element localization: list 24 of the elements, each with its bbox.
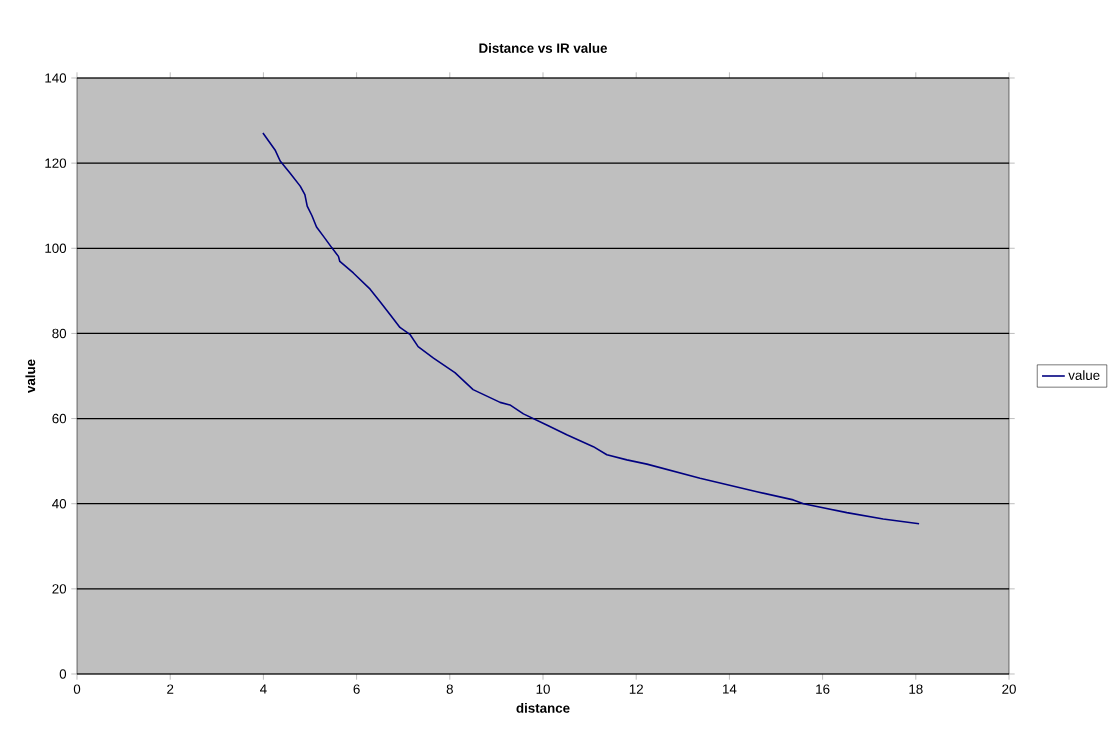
x-tick-label: 16: [816, 684, 830, 694]
y-tick-label: 140: [45, 73, 67, 83]
y-axis-title: value: [25, 359, 36, 393]
y-tick-label: 60: [52, 413, 67, 424]
line-series: [262, 132, 920, 525]
x-tick-label: 0: [73, 684, 81, 694]
x-tick-label: 14: [723, 684, 737, 694]
x-tick-label: 20: [1002, 684, 1016, 694]
x-tick-label: 4: [260, 684, 267, 694]
x-tick-label: 6: [353, 684, 360, 694]
x-tick-label: 2: [167, 684, 174, 694]
y-tick-label: 80: [52, 328, 67, 339]
y-tick-label: 20: [52, 584, 67, 594]
y-tick-label: 100: [45, 243, 67, 253]
x-tick-label: 8: [446, 684, 453, 694]
y-tick-label: 120: [45, 158, 67, 168]
x-axis-title: distance: [516, 703, 570, 713]
legend-label: value: [1068, 370, 1100, 380]
y-tick-label: 0: [59, 669, 67, 679]
chart-title: Distance vs IR value: [479, 43, 608, 53]
x-tick-label: 10: [536, 684, 550, 694]
x-tick-label: 12: [629, 684, 643, 694]
y-tick-label: 40: [52, 499, 67, 509]
x-tick-label: 18: [909, 684, 923, 694]
